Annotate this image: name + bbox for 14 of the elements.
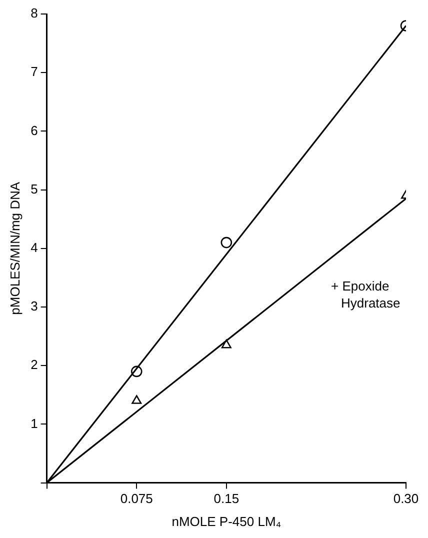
y-tick-label: 7 xyxy=(30,64,38,80)
x-axis-title: nMOLE P-450 LM₄ xyxy=(172,514,282,529)
y-tick-label: 2 xyxy=(30,357,38,372)
y-tick-label: 4 xyxy=(30,240,38,255)
text: + Epoxide Hydratase xyxy=(331,278,400,311)
x-tick-label: 0.30 xyxy=(393,491,419,506)
x-tick-label: 0.075 xyxy=(120,491,153,506)
y-axis-title: pMOLES/MIN/mg DNA xyxy=(7,182,22,315)
y-tick-label: 6 xyxy=(30,122,38,138)
y-tick-label: 5 xyxy=(30,181,38,196)
x-tick-label: 0.15 xyxy=(214,491,240,506)
y-tick-label: 1 xyxy=(30,416,38,431)
y-tick-label: 3 xyxy=(30,298,38,314)
y-tick-label: 8 xyxy=(30,6,38,21)
